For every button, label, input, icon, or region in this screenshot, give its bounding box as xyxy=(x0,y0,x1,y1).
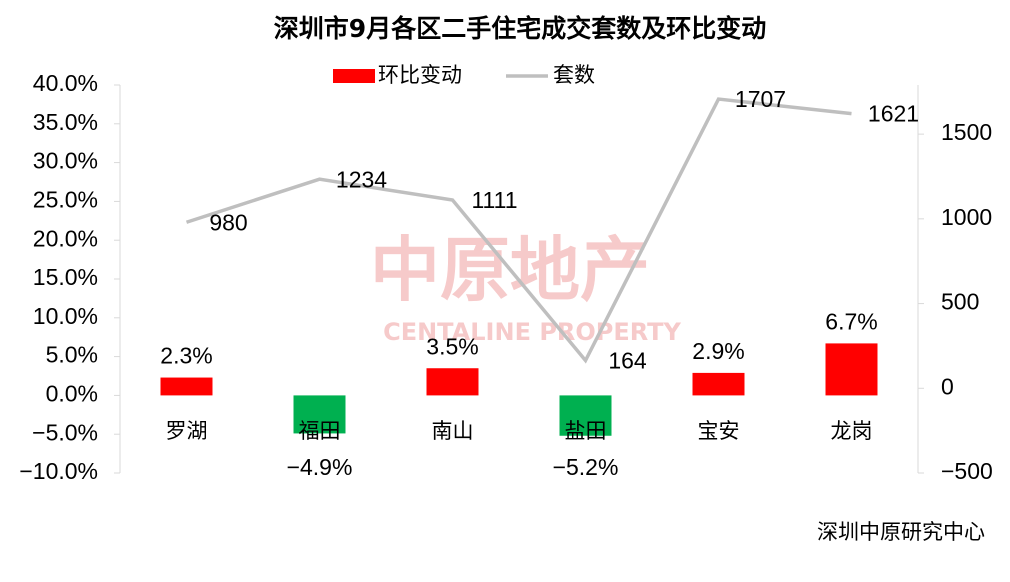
bar-value-label: 2.3% xyxy=(160,343,212,369)
bar xyxy=(160,377,213,396)
source: 深圳中原研究中心 xyxy=(817,520,985,544)
line-value-label: 1621 xyxy=(868,101,919,127)
y-tick-label: 5.0% xyxy=(46,342,98,368)
y-tick-label: −10.0% xyxy=(19,458,98,484)
bar xyxy=(825,343,878,396)
bar xyxy=(559,395,612,436)
x-tick-label: 宝安 xyxy=(698,419,740,443)
line-value-label: 164 xyxy=(608,348,647,374)
x-tick-label: 南山 xyxy=(432,419,474,443)
y2-tick-label: −500 xyxy=(941,458,993,484)
y-tick-label: 20.0% xyxy=(33,225,98,251)
line-value-label: 1707 xyxy=(735,86,786,112)
watermark-sub: CENTALINE PROPERTY xyxy=(383,318,681,346)
legend-label: 环比变动 xyxy=(378,63,462,87)
bar-value-label: 3.5% xyxy=(426,333,478,359)
x-tick-label: 福田 xyxy=(299,419,341,443)
x-tick-label: 盐田 xyxy=(565,419,607,443)
x-tick-label: 罗湖 xyxy=(166,419,208,443)
y2-tick-label: 0 xyxy=(941,373,954,399)
y-tick-label: 0.0% xyxy=(46,380,98,406)
y-tick-label: −5.0% xyxy=(32,419,98,445)
y-tick-label: 30.0% xyxy=(33,148,98,174)
y-tick-label: 40.0% xyxy=(33,70,98,96)
bar-value-label: 6.7% xyxy=(825,308,877,334)
line-value-label: 980 xyxy=(209,209,247,235)
legend-swatch xyxy=(333,69,375,83)
y-tick-label: 35.0% xyxy=(33,109,98,135)
bar-value-label: −5.2% xyxy=(553,454,619,480)
bar-value-label: 2.9% xyxy=(692,338,744,364)
y-tick-label: 10.0% xyxy=(33,303,98,329)
legend-label: 套数 xyxy=(553,63,595,87)
bar xyxy=(293,395,346,434)
x-tick-label: 龙岗 xyxy=(831,419,873,443)
y-tick-label: 25.0% xyxy=(33,186,98,212)
bar-value-label: −4.9% xyxy=(287,454,353,480)
bar xyxy=(426,368,479,396)
chart-title: 深圳市9月各区二手住宅成交套数及环比变动 xyxy=(274,14,766,43)
y-tick-label: 15.0% xyxy=(33,264,98,290)
line xyxy=(185,97,852,364)
y2-tick-label: 1000 xyxy=(941,204,992,230)
y2-tick-label: 500 xyxy=(941,289,979,315)
y2-tick-label: 1500 xyxy=(941,119,992,145)
line-value-label: 1234 xyxy=(336,166,387,192)
line-value-label: 1111 xyxy=(471,187,517,213)
bar xyxy=(692,372,745,396)
